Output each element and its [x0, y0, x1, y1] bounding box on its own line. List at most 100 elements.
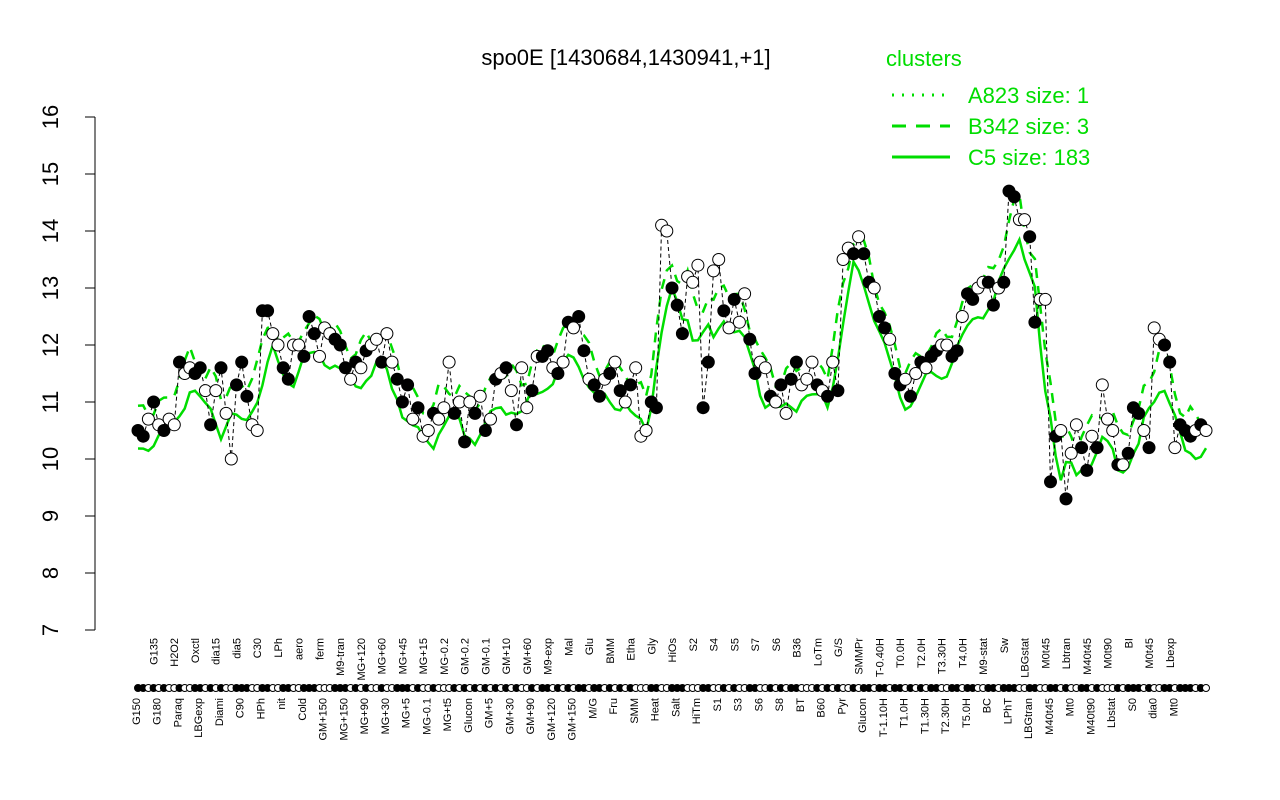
- data-point-73: [510, 418, 523, 432]
- data-point-171: [1018, 213, 1031, 227]
- data-point-16: [214, 361, 228, 375]
- data-point-102: [660, 224, 674, 238]
- x-label-upper-16: GM-0.1: [480, 638, 492, 675]
- data-point-28: [276, 361, 290, 375]
- data-point-111: [707, 264, 720, 278]
- data-point-52: [401, 378, 415, 392]
- data-point-58: [432, 412, 446, 426]
- data-point-194: [1137, 424, 1151, 437]
- data-point-105: [675, 327, 689, 341]
- data-point-31: [292, 338, 306, 352]
- data-point-103: [665, 281, 679, 295]
- data-point-86: [577, 344, 591, 358]
- data-point-89: [592, 389, 606, 403]
- data-point-169: [1007, 190, 1021, 204]
- x-label-lower-40: T5.0H: [961, 698, 973, 728]
- x-label-upper-17: GM+10: [501, 638, 513, 674]
- cluster-lines: [137, 191, 1208, 481]
- x-label-lower-12: MG+30: [380, 698, 392, 734]
- data-point-75: [520, 401, 534, 415]
- x-label-lower-13: MG+5: [401, 698, 413, 728]
- data-point-175: [1038, 292, 1052, 306]
- x-label-lower-26: Salt: [670, 698, 682, 717]
- x-label-lower-25: Heat: [650, 698, 662, 721]
- legend-label-c5: C5 size: 183: [968, 145, 1090, 170]
- x-label-lower-36: T-1.10H: [878, 698, 890, 737]
- y-tick-label-16: 16: [38, 105, 63, 129]
- x-label-upper-7: aero: [294, 638, 306, 660]
- data-point-63: [458, 435, 472, 449]
- data-point-126: [784, 372, 798, 386]
- data-point-113: [717, 304, 731, 318]
- data-point-25: [261, 304, 275, 318]
- x-label-lower-15: MG+t5: [442, 698, 454, 731]
- data-point-135: [831, 384, 845, 398]
- x-label-lower-45: Mt0: [1065, 698, 1077, 716]
- x-label-upper-39: T4.0H: [958, 638, 970, 668]
- x-label-lower-31: S8: [774, 698, 786, 711]
- x-label-lower-35: Glucon: [857, 698, 869, 733]
- x-axis-labels: G135 H2O2 Oxctl dia15 dia5 C30 LPh aero ferm M9-t…: [131, 637, 1180, 740]
- x-label-lower-10: MG+150: [339, 698, 351, 741]
- x-label-lower-1: G180: [152, 698, 164, 725]
- data-point-130: [805, 355, 819, 369]
- y-tick-label-7: 7: [38, 624, 63, 636]
- data-point-184: [1085, 429, 1099, 443]
- data-point-123: [769, 395, 783, 409]
- data-point-65: [468, 406, 482, 420]
- data-point-67: [478, 424, 492, 437]
- x-label-upper-43: M0t45: [1040, 638, 1052, 669]
- data-point-180: [1064, 446, 1078, 460]
- x-label-upper-22: BMM: [605, 638, 617, 664]
- x-label-upper-46: M0t90: [1103, 638, 1115, 669]
- x-label-upper-2: Oxctl: [190, 638, 202, 663]
- x-label-lower-29: S3: [733, 698, 745, 711]
- data-point-165: [986, 298, 1000, 312]
- data-point-19: [230, 378, 243, 392]
- x-label-upper-44: Lbtran: [1061, 638, 1073, 669]
- data-point-93: [613, 384, 627, 398]
- x-label-upper-33: G/S: [833, 638, 845, 657]
- data-point-2: [141, 412, 155, 426]
- data-point-33: [302, 310, 316, 323]
- x-label-lower-27: HiTm: [691, 698, 703, 724]
- data-point-39: [333, 338, 347, 352]
- y-tick-label-15: 15: [38, 162, 63, 186]
- data-point-3: [147, 395, 161, 409]
- data-point-84: [567, 321, 580, 335]
- x-label-upper-28: S5: [729, 638, 741, 651]
- x-label-upper-34: SMMPr: [854, 638, 866, 675]
- data-point-183: [1080, 463, 1094, 477]
- x-label-lower-43: LBGtran: [1023, 698, 1035, 739]
- data-point-136: [836, 253, 850, 266]
- data-point-121: [758, 361, 772, 375]
- x-label-upper-15: GM-0.2: [460, 638, 472, 675]
- profile-path: [137, 189, 1207, 499]
- data-point-29: [281, 372, 295, 386]
- x-label-upper-24: Gly: [646, 638, 658, 655]
- data-point-127: [789, 355, 803, 369]
- data-point-173: [1028, 315, 1042, 329]
- data-point-64: [463, 395, 477, 409]
- data-point-159: [955, 310, 969, 323]
- x-label-upper-36: T0.0H: [895, 638, 907, 668]
- data-point-196: [1147, 321, 1161, 335]
- x-label-lower-46: M40t90: [1085, 698, 1097, 735]
- data-point-187: [1101, 412, 1114, 426]
- x-label-upper-1: H2O2: [169, 638, 181, 667]
- data-point-32: [297, 349, 311, 363]
- x-label-upper-35: T-0.40H: [875, 638, 887, 677]
- data-point-148: [898, 372, 912, 386]
- data-point-85: [572, 310, 586, 323]
- data-point-40: [338, 361, 352, 375]
- x-label-lower-44: M40t45: [1044, 698, 1056, 735]
- x-label-lower-41: BC: [982, 698, 994, 713]
- data-point-100: [649, 401, 663, 415]
- data-point-48: [380, 327, 394, 341]
- data-point-110: [701, 355, 715, 369]
- data-point-152: [919, 361, 933, 375]
- data-point-5: [157, 424, 171, 437]
- x-label-upper-30: S6: [771, 638, 783, 651]
- data-point-129: [800, 372, 814, 386]
- x-label-upper-9: M9-tran: [335, 638, 347, 676]
